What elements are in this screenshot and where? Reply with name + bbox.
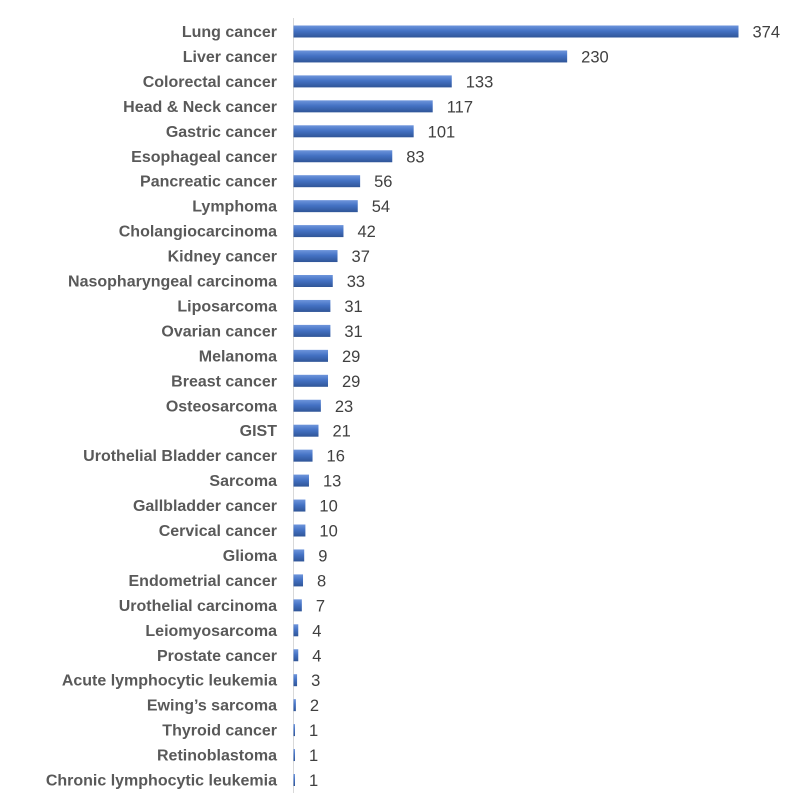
value-label: 10 [319, 498, 337, 516]
value-label: 8 [317, 572, 326, 590]
bar-20 [293, 524, 306, 537]
value-label: 230 [581, 48, 609, 66]
value-label: 2 [310, 697, 319, 715]
category-labels-group: Lung cancer Liver cancer Colorectal cancer… [46, 24, 277, 790]
value-label: 10 [319, 523, 337, 541]
category-label: Thyroid cancer [162, 723, 277, 740]
bar-30 [293, 774, 295, 786]
category-label: Colorectal cancer [143, 74, 277, 91]
bar-22 [293, 574, 304, 587]
category-label: Gallbladder cancer [133, 498, 277, 515]
bar-12 [293, 324, 331, 337]
category-label: Acute lymphocytic leukemia [62, 673, 277, 690]
value-label: 117 [447, 98, 473, 116]
bar-2 [293, 75, 452, 88]
value-label: 54 [372, 198, 390, 216]
bar-14 [293, 374, 329, 387]
category-label: Lymphoma [192, 199, 277, 216]
bar-11 [293, 299, 331, 312]
category-label: Gastric cancer [166, 124, 277, 141]
bar-29 [293, 749, 295, 762]
value-label: 133 [466, 73, 494, 91]
value-label: 101 [428, 123, 456, 141]
bar-13 [293, 349, 329, 362]
value-label: 31 [344, 323, 362, 341]
category-label: Chronic lymphocytic leukemia [46, 773, 277, 790]
bar-8 [293, 225, 344, 238]
value-label: 1 [309, 747, 318, 765]
bar-27 [293, 699, 296, 712]
value-label: 4 [312, 622, 321, 640]
bar-0 [293, 25, 739, 38]
value-label: 1 [309, 722, 318, 740]
category-label: Breast cancer [171, 373, 277, 390]
category-label: Endometrial cancer [129, 573, 278, 590]
value-label: 29 [342, 348, 360, 366]
value-label: 374 [753, 24, 781, 42]
bar-25 [293, 649, 299, 662]
value-label: 23 [335, 398, 353, 416]
value-labels-group: 3742301331171018356544237333131292923211… [309, 24, 780, 791]
value-label: 21 [332, 423, 350, 441]
category-label: Lung cancer [182, 24, 277, 41]
bar-10 [293, 275, 333, 287]
bar-9 [293, 250, 338, 263]
category-label: Esophageal cancer [131, 149, 277, 166]
category-label: Prostate cancer [157, 648, 277, 665]
bar-24 [293, 624, 299, 637]
value-label: 31 [344, 298, 362, 316]
bar-7 [293, 200, 358, 213]
category-label: Liposarcoma [177, 298, 277, 315]
bar-6 [293, 175, 361, 188]
value-label: 37 [352, 248, 370, 266]
category-label: Cholangiocarcinoma [119, 224, 277, 241]
bar-16 [293, 424, 319, 437]
bar-1 [293, 50, 568, 63]
category-label: Nasopharyngeal carcinoma [68, 274, 277, 291]
bar-18 [293, 474, 309, 487]
bar-28 [293, 724, 295, 737]
bar-4 [293, 125, 414, 138]
value-label: 3 [311, 672, 320, 690]
bars-group [293, 25, 739, 786]
bar-26 [293, 674, 298, 687]
bar-23 [293, 599, 302, 612]
value-label: 16 [327, 448, 345, 466]
value-label: 83 [406, 148, 424, 166]
bar-3 [293, 100, 433, 113]
bar-15 [293, 399, 321, 412]
category-label: Ewing’s sarcoma [147, 698, 277, 715]
category-label: Head & Neck cancer [123, 99, 277, 116]
category-label: Liver cancer [183, 49, 277, 66]
value-label: 29 [342, 373, 360, 391]
bar-17 [293, 449, 313, 462]
category-label: Melanoma [199, 348, 277, 365]
value-label: 13 [323, 473, 341, 491]
value-label: 9 [318, 547, 327, 565]
value-label: 1 [309, 772, 318, 790]
category-label: Kidney cancer [168, 249, 277, 266]
bar-5 [293, 150, 393, 163]
value-label: 4 [312, 647, 321, 665]
bar-19 [293, 499, 306, 512]
value-label: 56 [374, 173, 392, 191]
category-label: Urothelial carcinoma [119, 598, 277, 615]
category-label: Glioma [223, 548, 277, 565]
value-label: 42 [357, 223, 375, 241]
category-label: Cervical cancer [159, 523, 277, 540]
category-label: Sarcoma [209, 473, 277, 490]
category-label: Urothelial Bladder cancer [83, 448, 277, 465]
value-label: 33 [347, 273, 365, 291]
category-label: Ovarian cancer [161, 323, 277, 340]
category-label: Retinoblastoma [157, 748, 277, 765]
category-label: Osteosarcoma [166, 398, 277, 415]
value-label: 7 [316, 597, 325, 615]
category-label: Pancreatic cancer [140, 174, 277, 191]
category-label: GIST [240, 423, 278, 440]
bar-21 [293, 549, 305, 562]
category-label: Leiomyosarcoma [145, 623, 277, 640]
